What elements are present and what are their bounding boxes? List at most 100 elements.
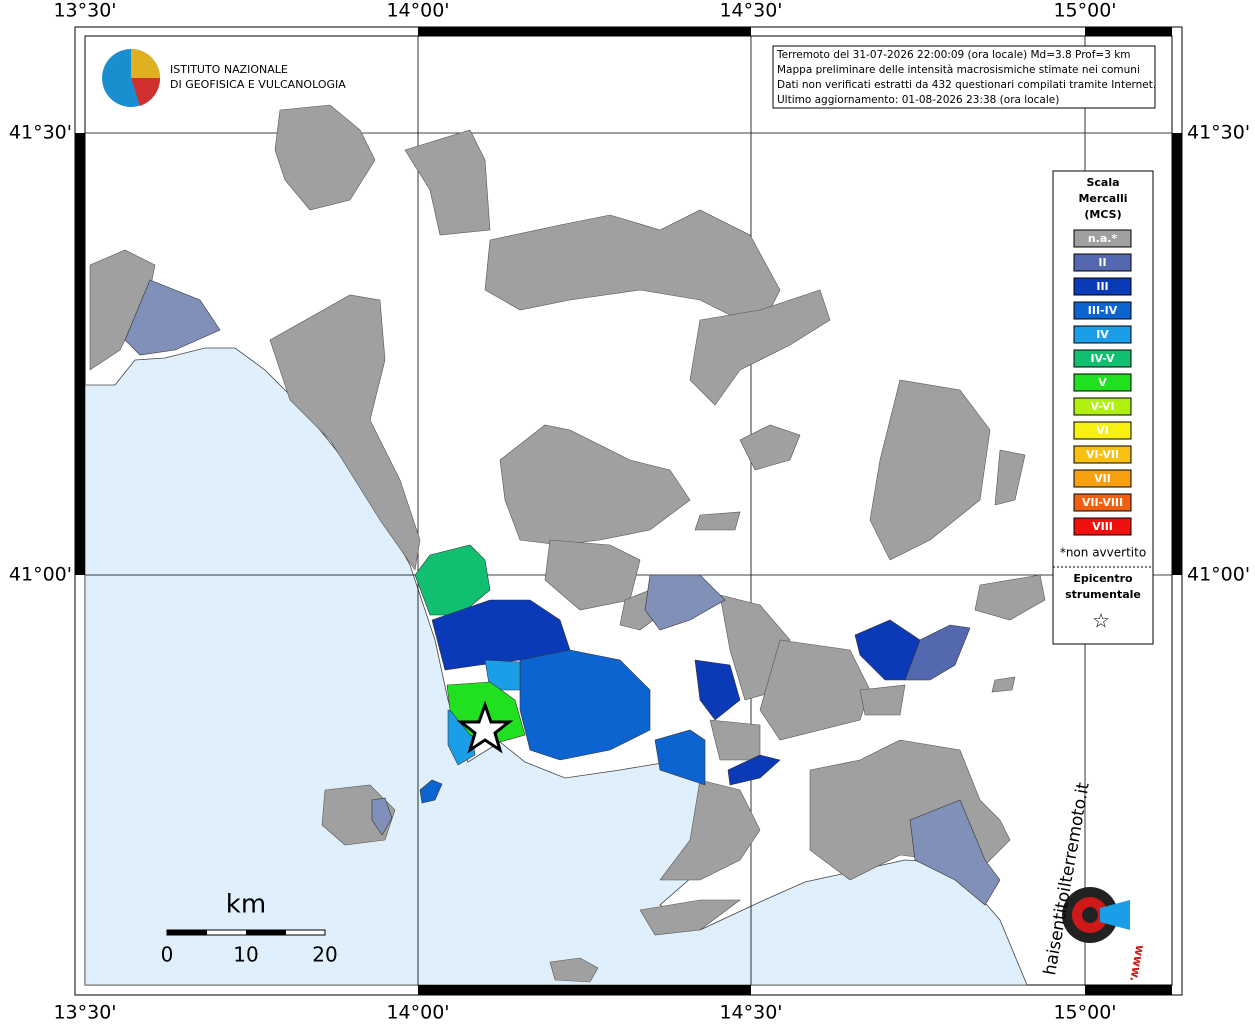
legend-title: (MCS) [1084,208,1121,221]
info-line: Dati non verificati estratti da 432 ques… [777,79,1156,91]
logo-text: DI GEOFISICA E VULCANOLOGIA [170,78,346,91]
municipality [639,899,741,936]
scale-segment [167,930,207,935]
legend-label: VII-VIII [1082,496,1123,509]
legend-label: V [1098,376,1107,389]
website-prefix: www. [1127,944,1147,983]
legend-swatch [1073,421,1132,440]
legend-label: VI [1096,424,1109,437]
legend-label: IV [1096,328,1109,341]
epicentre [456,700,514,754]
municipality [994,449,1026,506]
legend-swatch [1073,253,1132,272]
legend-footnote: *non avvertito [1060,546,1146,560]
legend-swatch [1073,517,1132,536]
latitude-label: 41°00' [9,564,72,586]
legend-swatch [1073,397,1132,416]
legend-label: VII [1094,472,1111,485]
longitude-label: 15°00' [1053,1002,1116,1024]
longitude-label: 13°30' [53,1002,116,1024]
legend-label: VI-VII [1086,448,1119,461]
area-ii [904,624,971,681]
frame-bars [75,27,1182,995]
legend-epicentre: Epicentro [1073,572,1133,585]
longitude-label: 14°30' [719,0,782,22]
municipality [694,511,741,531]
municipality [974,574,1046,621]
area-iv-v [414,544,491,616]
info-frame [772,45,1156,109]
legend-swatch [1073,469,1132,488]
legend-title: Mercalli [1078,192,1127,205]
legend: Scala Mercalli (MCS) *non avvertito Epic… [1052,170,1154,645]
municipality [739,424,801,471]
municipality [274,104,376,211]
info-box: Terremoto del 31-07-2026 22:00:09 (ora l… [772,45,1156,109]
latitude-label: 41°00' [1187,564,1250,586]
legend-label: II [1098,256,1106,269]
logo-text: ISTITUTO NAZIONALE [170,63,288,76]
legend-swatch [1073,229,1132,248]
municipality [659,779,761,881]
area-ii [124,279,221,356]
logo-globe [131,49,160,78]
legend-title: Scala [1086,176,1119,189]
scale-label: 10 [233,943,258,967]
area-iii-iv [654,729,706,786]
area-iii [694,659,741,721]
longitude-label: 14°30' [719,1002,782,1024]
legend-label: III-IV [1088,304,1118,317]
municipality [759,639,871,741]
info-line: Terremoto del 31-07-2026 22:00:09 (ora l… [776,49,1131,61]
municipality [991,676,1016,693]
legend-swatch [1073,493,1132,512]
area-ii [371,797,393,836]
legend-swatch [1073,277,1132,296]
latitude-label: 41°30' [1187,122,1250,144]
longitude-label: 15°00' [1053,0,1116,22]
epicentre-star [456,700,514,754]
longitude-label: 13°30' [53,0,116,22]
legend-label: VIII [1092,520,1113,533]
municipality [404,129,491,236]
municipalities [89,104,1046,983]
info-line: Mappa preliminare delle intensità macros… [777,64,1140,76]
latitude-label: 41°30' [9,122,72,144]
legend-swatch [1073,301,1132,320]
municipality [549,957,599,983]
frame-bar [418,985,751,995]
legend-swatch [1073,349,1132,368]
municipality [269,294,421,571]
legend-swatch [1073,445,1132,464]
municipality [869,379,991,561]
info-line: Ultimo aggiornamento: 01-08-2026 23:38 (… [777,94,1059,106]
scale-label: 20 [312,943,337,967]
scale-segment [246,930,286,935]
area-iii-iv [419,779,443,804]
scale-label: 0 [161,943,174,967]
longitude-label: 14°00' [386,1002,449,1024]
municipality [689,289,831,406]
area-ii [909,799,1001,906]
area-ii [644,574,726,631]
legend-swatch [1073,373,1132,392]
frame-bar [418,27,751,36]
frame-bar [1085,27,1172,36]
frame-bar [1085,985,1172,995]
legend-epicentre: strumentale [1065,588,1141,601]
website-target [1082,907,1098,923]
legend-label: V-VI [1090,400,1114,413]
legend-star: ☆ [1092,609,1110,633]
municipality [499,424,691,546]
website-speaker [1100,900,1130,930]
area-iv [484,659,521,691]
logo: ISTITUTO NAZIONALE DI GEOFISICA E VULCAN… [102,49,346,107]
logo-globe [131,78,161,106]
area-iii [727,754,781,786]
municipality [859,684,906,716]
legend-label: n.a.* [1088,232,1118,245]
legend-label: III [1096,280,1108,293]
legend-label: IV-V [1090,352,1115,365]
frame-bar [75,133,85,575]
